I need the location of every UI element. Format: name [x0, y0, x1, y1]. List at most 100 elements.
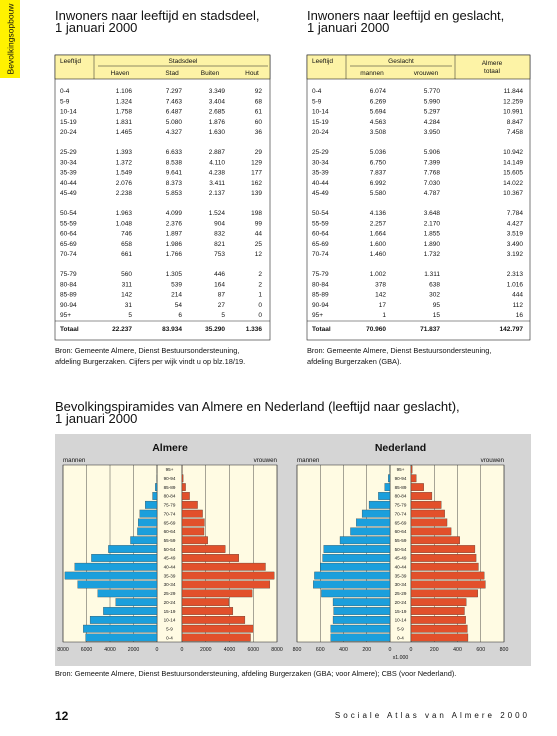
bar: [77, 580, 158, 589]
cell: 5.580: [370, 190, 387, 197]
cell: 0: [258, 312, 262, 319]
cell: 2.076: [116, 180, 133, 187]
cell: 2: [258, 271, 262, 278]
cell: 198: [251, 210, 262, 217]
x-tick-label: 600: [316, 647, 325, 653]
x-tick-label: 2000: [128, 647, 140, 653]
total-cell: 83.934: [162, 326, 182, 333]
age-label: 70-74: [164, 511, 176, 516]
bar: [350, 527, 391, 536]
cell: 4.787: [424, 190, 441, 197]
cell: 29: [255, 149, 263, 156]
x-tick-label: 800: [293, 647, 302, 653]
cell: 2.313: [507, 271, 524, 278]
cell: 4.238: [209, 170, 226, 177]
cell: 1.465: [116, 129, 133, 136]
x-tick-label: 600: [476, 647, 485, 653]
bar: [91, 554, 158, 562]
bar: [410, 624, 468, 633]
cell: 1.963: [116, 210, 133, 217]
bar: [74, 562, 158, 571]
table-header: [306, 54, 531, 80]
cell: 17: [379, 302, 387, 309]
x-tick-label: 6000: [247, 647, 259, 653]
row-label: 65-69: [312, 241, 329, 248]
cell: 661: [121, 251, 132, 258]
cell: 1.630: [209, 129, 226, 136]
age-label: 15-19: [395, 609, 407, 614]
bar: [181, 562, 266, 571]
age-label: 95+: [397, 467, 405, 472]
cell: 8.847: [507, 119, 524, 126]
row-label: 55-59: [60, 220, 77, 227]
cell: 6.487: [166, 109, 183, 116]
cell: 1.524: [209, 210, 226, 217]
row-label: 35-39: [60, 170, 77, 177]
cell: 8.373: [166, 180, 183, 187]
bar: [181, 536, 208, 545]
bar: [339, 536, 391, 545]
header-column: totaal: [484, 68, 500, 75]
cell: 5.906: [424, 149, 441, 156]
cell: 139: [251, 190, 262, 197]
cell: 4.099: [166, 210, 183, 217]
total-cell: 35.290: [205, 326, 225, 333]
bar: [181, 624, 254, 633]
bar: [152, 492, 158, 500]
row-label: 10-14: [60, 109, 77, 116]
cell: 2.238: [116, 190, 133, 197]
cell: 4.563: [370, 119, 387, 126]
row-label: 65-69: [60, 241, 77, 248]
age-label: 45-49: [395, 556, 407, 561]
cell: 638: [429, 281, 440, 288]
plot-area: [296, 464, 505, 643]
cell: 1.732: [424, 251, 441, 258]
bar: [332, 616, 391, 624]
header-column: Hout: [245, 70, 259, 77]
cell: 1.986: [166, 241, 183, 248]
age-label: 65-69: [164, 520, 176, 525]
header-column: vrouwen: [414, 70, 439, 77]
bar: [410, 580, 486, 589]
cell: 142: [375, 292, 386, 299]
age-label: 10-14: [395, 618, 407, 623]
age-label: 75-79: [164, 503, 176, 508]
cell: 1.016: [507, 281, 524, 288]
cell: 16: [516, 312, 524, 319]
age-label: 35-39: [164, 573, 176, 578]
cell: 164: [214, 281, 225, 288]
bar: [115, 598, 158, 607]
row-label: 30-34: [60, 159, 77, 166]
cell: 2: [258, 281, 262, 288]
table-frame: [54, 54, 271, 341]
bar: [181, 509, 203, 518]
cell: 87: [218, 292, 226, 299]
bar: [384, 483, 391, 491]
header-group: Stadsdeel: [169, 58, 198, 65]
age-label: 80-84: [164, 494, 176, 499]
bar: [410, 509, 445, 518]
age-label: 50-54: [164, 547, 176, 552]
bar: [83, 624, 158, 633]
age-label: 5-9: [397, 626, 404, 631]
age-label: 10-14: [164, 618, 176, 623]
cell: 7.784: [507, 210, 524, 217]
cell: 5: [128, 312, 132, 319]
bar: [410, 545, 476, 553]
age-label: 75-79: [395, 503, 407, 508]
row-label: 45-49: [312, 190, 329, 197]
cell: 1.897: [166, 231, 183, 238]
cell: 1.758: [116, 109, 133, 116]
bar: [85, 633, 158, 642]
bar: [181, 598, 230, 607]
cell: 0: [258, 302, 262, 309]
cell: 539: [171, 281, 182, 288]
cell: 1.831: [116, 119, 133, 126]
cell: 36: [255, 129, 263, 136]
cell: 2.376: [166, 220, 183, 227]
bar: [320, 562, 391, 571]
cell: 2.685: [209, 109, 226, 116]
x-tick-label: 0: [156, 647, 159, 653]
cell: 1.393: [116, 149, 133, 156]
row-label: 0-4: [60, 88, 70, 95]
